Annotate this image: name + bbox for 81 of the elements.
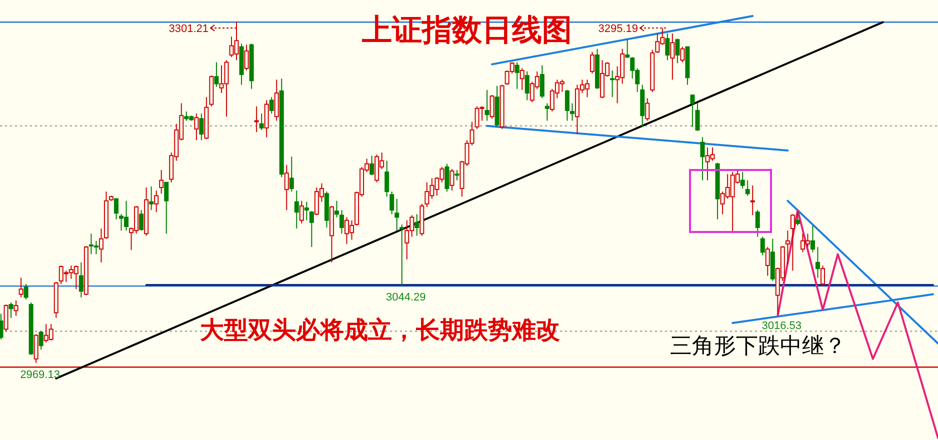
annotation: 三角形下跌中继？ <box>670 333 846 358</box>
candlestick <box>755 210 760 238</box>
candlestick <box>34 334 38 364</box>
candlestick <box>394 198 400 232</box>
candlestick <box>274 79 279 122</box>
candlestick <box>194 113 199 141</box>
candlestick <box>154 190 159 213</box>
candlestick <box>760 236 765 256</box>
annotation: 3295.19 <box>598 23 638 35</box>
candlestick <box>514 62 520 90</box>
candlestick <box>520 68 524 90</box>
candlestick <box>625 39 630 59</box>
candlestick <box>680 46 685 63</box>
candlestick <box>78 262 84 298</box>
candlestick <box>540 64 544 99</box>
annotation: 3301.21 <box>168 22 209 35</box>
candlestick <box>785 230 790 265</box>
candlestick <box>815 246 820 278</box>
candlestick <box>444 163 450 192</box>
candlestick <box>18 277 24 298</box>
candlestick <box>269 96 274 114</box>
candlestick <box>214 62 219 88</box>
candlestick <box>24 283 28 300</box>
candlestick <box>339 210 344 234</box>
candlestick <box>384 160 390 198</box>
candlestick <box>294 190 299 230</box>
candlestick <box>645 98 650 122</box>
candlestick <box>259 113 264 130</box>
candlestick <box>690 94 695 128</box>
candlestick <box>570 102 574 122</box>
chart-title: 上证指数日线图 <box>361 14 572 47</box>
candlestick <box>675 38 680 64</box>
candlestick <box>795 212 800 226</box>
candlestick <box>4 304 8 332</box>
candlestick <box>564 89 570 122</box>
candlestick <box>810 224 815 253</box>
candlestick <box>149 186 154 211</box>
candlestick <box>790 214 795 272</box>
candlestick <box>334 200 339 218</box>
annotation: 3016.53 <box>762 320 802 332</box>
candlestick <box>370 155 374 176</box>
candlestick <box>244 44 249 71</box>
candlestick <box>750 184 755 216</box>
candlestick <box>164 182 169 234</box>
candlestick <box>544 102 550 122</box>
candlestick <box>484 89 490 122</box>
candlestick <box>14 300 18 316</box>
candlestick <box>670 32 675 80</box>
candlestick <box>414 214 420 236</box>
candlestick <box>264 100 269 138</box>
annotation: 3044.29 <box>386 292 426 304</box>
candlestick <box>390 191 394 215</box>
candlestick <box>400 224 404 286</box>
candlestick <box>610 70 615 98</box>
candlestick <box>38 330 44 350</box>
candlestick <box>254 106 259 133</box>
candlestick <box>139 210 144 232</box>
candlestick <box>309 210 314 248</box>
annotation: 2969.13 <box>20 368 60 381</box>
candlestick <box>304 201 309 221</box>
candlestick <box>8 302 14 318</box>
candlestick <box>740 172 745 189</box>
candlestick <box>199 113 204 141</box>
candlestick <box>765 246 770 276</box>
candlestick <box>695 102 700 132</box>
candlestick <box>454 170 460 181</box>
candlestick <box>299 200 304 224</box>
candlestick <box>98 228 104 263</box>
candlestick <box>745 180 750 196</box>
annotation: 大型双头必将成立，长期跌势难改 <box>200 317 560 344</box>
candlestick <box>700 136 705 181</box>
candlestick <box>289 156 294 192</box>
candlestick <box>665 32 670 61</box>
candlestick <box>114 198 118 220</box>
candlestick <box>524 70 530 101</box>
candlestick <box>820 265 826 287</box>
candlestick <box>159 170 164 194</box>
candlestick <box>284 164 289 211</box>
candlestick <box>590 51 595 74</box>
candlestick <box>450 168 454 192</box>
candlestick <box>490 94 494 120</box>
